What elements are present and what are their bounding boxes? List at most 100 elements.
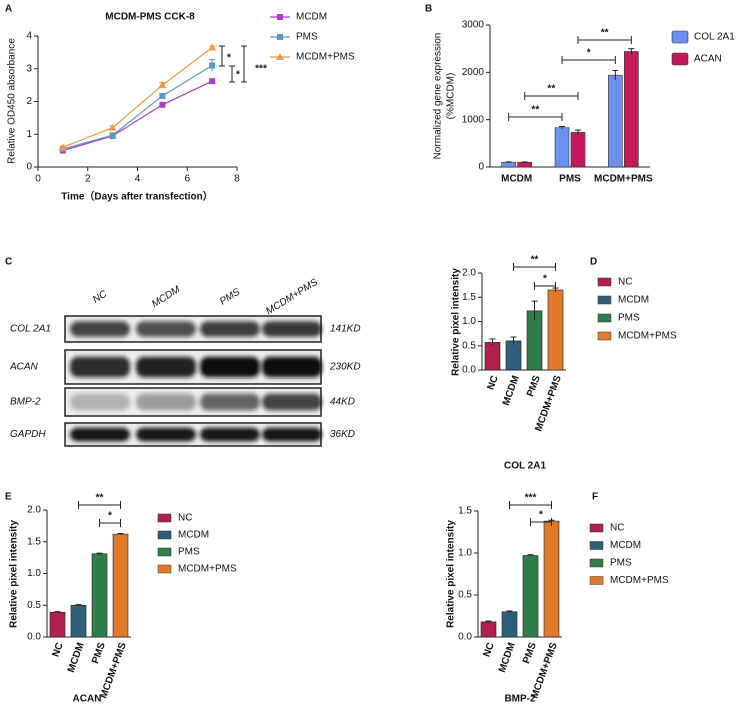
significance: ***: [255, 64, 267, 75]
legend-label: NC: [618, 277, 632, 288]
blot-band: [262, 393, 322, 411]
legend-label: COL 2A1: [694, 32, 735, 43]
y-tick-label: 0.5: [27, 600, 41, 611]
y-tick-label: 1.5: [27, 536, 41, 547]
y-axis-label: Relative pixel intensity: [446, 520, 457, 628]
significance: *: [543, 274, 547, 285]
legend-label: MCDM: [178, 530, 209, 541]
x-tick-label: PMS: [525, 374, 543, 398]
y-tick-label: 0.0: [462, 365, 476, 376]
y-tick-label: 1.0: [458, 548, 472, 559]
blot-band: [262, 321, 322, 337]
x-tick-label: MCDM: [501, 174, 532, 185]
y-tick-label: 4: [26, 31, 32, 42]
bar: [543, 520, 560, 638]
y-tick-label: 0.0: [27, 632, 41, 643]
legend-swatch: [597, 313, 612, 323]
x-tick-label: MCDM: [66, 641, 87, 674]
protein-label: COL 2A1: [10, 324, 51, 335]
line: [62, 80, 213, 152]
x-tick-label: MCDM: [497, 641, 518, 674]
legend-label: PMS: [610, 558, 632, 569]
y-tick-label: 0.0: [458, 632, 472, 643]
legend-label: NC: [178, 513, 192, 524]
legend-swatch: [157, 530, 172, 540]
x-tick-label: 4: [135, 174, 141, 185]
marker: [109, 132, 116, 139]
legend-swatch: [589, 541, 604, 550]
size-label: 44KD: [330, 397, 355, 408]
y-tick-label: 1000: [462, 114, 485, 125]
legend-label: MCDM+PMS: [618, 331, 677, 342]
significance: **: [531, 105, 539, 116]
x-tick-label: NC: [51, 641, 66, 658]
blot-band: [262, 427, 322, 442]
size-label: 141KD: [330, 324, 361, 335]
x-tick-label: 2: [85, 174, 91, 185]
blot-band: [70, 321, 130, 337]
significance: ***: [525, 493, 537, 504]
blot-band: [200, 427, 260, 442]
marker: [58, 143, 67, 151]
x-tick-label: 6: [184, 174, 190, 185]
blot-band: [200, 393, 260, 411]
bar: [505, 340, 522, 371]
legend-swatch: [589, 576, 604, 585]
bar: [501, 161, 516, 168]
legend-label: MCDM+PMS: [610, 575, 669, 586]
legend-label: PMS: [178, 547, 200, 558]
y-axis-label: Relative OD450 absorbance: [7, 38, 18, 164]
lane-label: NC: [91, 288, 110, 305]
y-tick-label: 0.5: [458, 590, 472, 601]
legend-swatch: [597, 331, 612, 341]
blot-band: [200, 321, 260, 337]
legend-label: PMS: [618, 313, 640, 324]
blot-band: [136, 393, 196, 411]
legend-label: MCDM: [618, 295, 649, 306]
x-axis-label: Time（Days after transfection）: [61, 190, 213, 203]
x-axis-label: BMP-2: [504, 694, 536, 705]
panel-letter: F: [592, 492, 598, 503]
y-tick-label: 2.0: [27, 505, 41, 516]
bar: [501, 611, 518, 638]
y-tick-label: 1: [26, 129, 32, 140]
marker: [159, 101, 166, 108]
legend-swatch: [157, 513, 172, 523]
y-tick-label: 2: [26, 96, 32, 107]
blot-band: [136, 356, 196, 378]
marker: [208, 43, 217, 51]
bar: [484, 342, 501, 371]
panel-letter: E: [5, 492, 12, 503]
x-tick-label: PMS: [559, 174, 581, 185]
significance: *: [227, 53, 231, 64]
panel-letter: B: [425, 4, 432, 15]
legend-swatch: [597, 295, 612, 305]
blot-band: [136, 321, 196, 337]
legend-label: MCDM: [610, 540, 641, 551]
lane-label: MCDM: [150, 284, 183, 310]
y-tick-label: 1.0: [462, 316, 476, 327]
y-tick-label: 0: [478, 162, 484, 173]
y-tick-label: 1.5: [458, 506, 472, 517]
x-tick-label: NC: [482, 641, 497, 658]
bar: [608, 74, 623, 168]
bar: [570, 132, 586, 168]
significance: **: [531, 255, 539, 266]
x-tick-label: NC: [486, 374, 501, 391]
marker: [277, 14, 283, 20]
blot-band: [136, 427, 196, 442]
panel-letter: C: [5, 257, 12, 268]
bar: [522, 555, 539, 638]
bar: [49, 611, 66, 638]
y-tick-label: 3: [26, 63, 32, 74]
legend-label: ACAN: [694, 54, 722, 65]
significance: **: [601, 28, 609, 39]
y-tick-label: 2000: [462, 67, 485, 78]
y-tick-label: 1.5: [462, 292, 476, 303]
marker: [158, 81, 167, 89]
bar: [70, 604, 87, 638]
significance: **: [547, 84, 555, 95]
legend-swatch: [671, 52, 689, 66]
legend-swatch: [589, 523, 604, 533]
